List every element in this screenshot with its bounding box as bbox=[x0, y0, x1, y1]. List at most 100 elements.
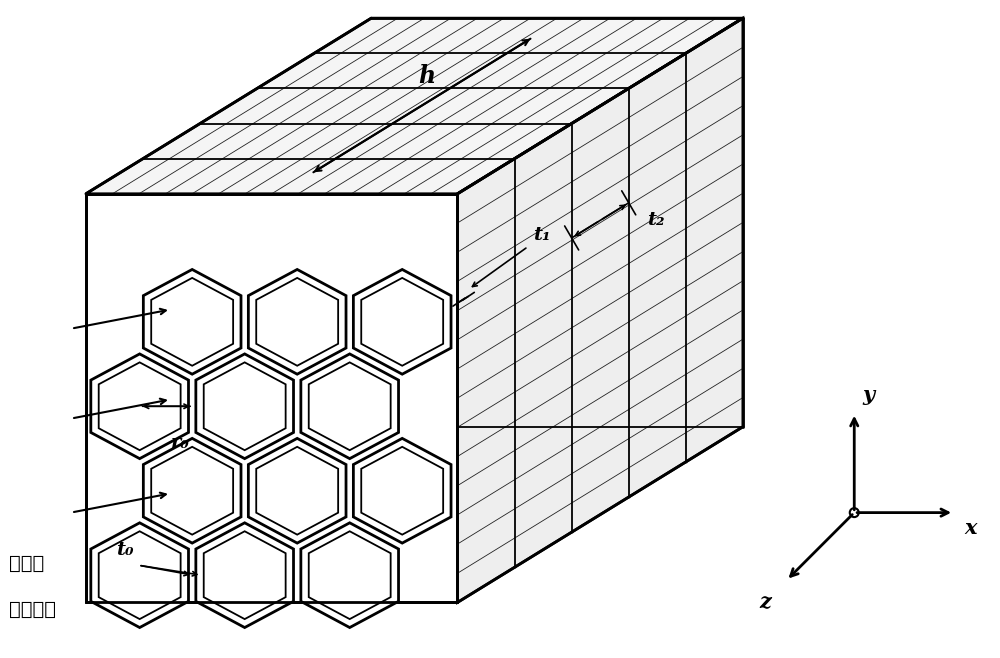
Polygon shape bbox=[322, 172, 404, 261]
Text: 电磁波: 电磁波 bbox=[9, 553, 44, 572]
Polygon shape bbox=[262, 249, 360, 353]
Polygon shape bbox=[366, 327, 448, 415]
Polygon shape bbox=[248, 270, 346, 374]
Polygon shape bbox=[270, 257, 352, 345]
Polygon shape bbox=[327, 222, 409, 310]
Polygon shape bbox=[319, 213, 417, 318]
Polygon shape bbox=[305, 403, 403, 508]
Polygon shape bbox=[380, 138, 461, 225]
Text: r₀: r₀ bbox=[171, 434, 190, 452]
Polygon shape bbox=[301, 523, 399, 628]
Polygon shape bbox=[99, 363, 181, 450]
Polygon shape bbox=[475, 376, 557, 465]
Polygon shape bbox=[410, 403, 508, 508]
Polygon shape bbox=[420, 333, 517, 438]
Polygon shape bbox=[261, 327, 343, 415]
Text: t₀: t₀ bbox=[116, 542, 133, 559]
Polygon shape bbox=[432, 222, 514, 310]
Polygon shape bbox=[424, 213, 522, 318]
Polygon shape bbox=[91, 523, 188, 628]
Polygon shape bbox=[309, 531, 391, 619]
Polygon shape bbox=[432, 391, 514, 478]
Polygon shape bbox=[148, 318, 246, 424]
Polygon shape bbox=[327, 391, 409, 478]
Text: z: z bbox=[760, 592, 771, 613]
Polygon shape bbox=[372, 298, 469, 403]
Polygon shape bbox=[363, 368, 460, 473]
Polygon shape bbox=[86, 194, 457, 603]
Polygon shape bbox=[537, 222, 619, 310]
Polygon shape bbox=[532, 172, 614, 261]
Polygon shape bbox=[457, 18, 743, 603]
Polygon shape bbox=[375, 257, 457, 345]
Polygon shape bbox=[313, 243, 395, 330]
Polygon shape bbox=[205, 284, 303, 388]
Polygon shape bbox=[196, 523, 294, 628]
Polygon shape bbox=[265, 376, 347, 465]
Polygon shape bbox=[485, 138, 566, 225]
Polygon shape bbox=[468, 368, 565, 473]
Polygon shape bbox=[415, 284, 513, 388]
Polygon shape bbox=[256, 278, 338, 366]
Polygon shape bbox=[315, 333, 412, 438]
Polygon shape bbox=[371, 18, 743, 427]
Polygon shape bbox=[315, 164, 412, 269]
Polygon shape bbox=[91, 354, 188, 459]
Polygon shape bbox=[363, 199, 460, 304]
Polygon shape bbox=[265, 208, 347, 295]
Polygon shape bbox=[200, 234, 298, 339]
Polygon shape bbox=[309, 363, 391, 450]
Polygon shape bbox=[200, 124, 572, 532]
Polygon shape bbox=[590, 138, 671, 225]
Polygon shape bbox=[370, 376, 452, 465]
Polygon shape bbox=[143, 438, 241, 543]
Polygon shape bbox=[423, 292, 505, 380]
Polygon shape bbox=[213, 292, 295, 380]
Polygon shape bbox=[358, 318, 456, 424]
Polygon shape bbox=[208, 243, 290, 330]
Polygon shape bbox=[420, 164, 517, 269]
Polygon shape bbox=[143, 270, 241, 374]
Polygon shape bbox=[253, 318, 351, 424]
Text: 入射方向: 入射方向 bbox=[9, 600, 56, 619]
Polygon shape bbox=[525, 164, 622, 269]
Polygon shape bbox=[257, 368, 355, 473]
Polygon shape bbox=[380, 307, 461, 394]
Polygon shape bbox=[319, 382, 417, 487]
Polygon shape bbox=[529, 213, 627, 318]
Polygon shape bbox=[322, 342, 404, 429]
Polygon shape bbox=[427, 342, 509, 429]
Polygon shape bbox=[204, 363, 286, 450]
Polygon shape bbox=[208, 412, 290, 499]
Polygon shape bbox=[525, 333, 622, 438]
Text: h: h bbox=[418, 64, 435, 88]
Polygon shape bbox=[410, 234, 508, 339]
Polygon shape bbox=[372, 129, 469, 234]
Polygon shape bbox=[480, 257, 562, 345]
Polygon shape bbox=[529, 382, 627, 487]
Polygon shape bbox=[532, 342, 614, 429]
Polygon shape bbox=[156, 327, 238, 415]
Polygon shape bbox=[301, 354, 399, 459]
Polygon shape bbox=[143, 159, 515, 567]
Polygon shape bbox=[305, 234, 403, 339]
Text: x: x bbox=[964, 518, 977, 538]
Polygon shape bbox=[477, 129, 574, 234]
Polygon shape bbox=[86, 18, 743, 194]
Polygon shape bbox=[200, 403, 298, 508]
Polygon shape bbox=[361, 447, 443, 535]
Polygon shape bbox=[310, 284, 408, 388]
Polygon shape bbox=[475, 208, 557, 295]
Polygon shape bbox=[353, 270, 451, 374]
Polygon shape bbox=[151, 447, 233, 535]
Polygon shape bbox=[204, 531, 286, 619]
Polygon shape bbox=[418, 243, 500, 330]
Polygon shape bbox=[257, 199, 355, 304]
Polygon shape bbox=[485, 307, 566, 394]
Polygon shape bbox=[353, 438, 451, 543]
Text: t₁: t₁ bbox=[533, 226, 551, 245]
Polygon shape bbox=[318, 292, 400, 380]
Polygon shape bbox=[256, 447, 338, 535]
Polygon shape bbox=[361, 278, 443, 366]
Polygon shape bbox=[313, 412, 395, 499]
